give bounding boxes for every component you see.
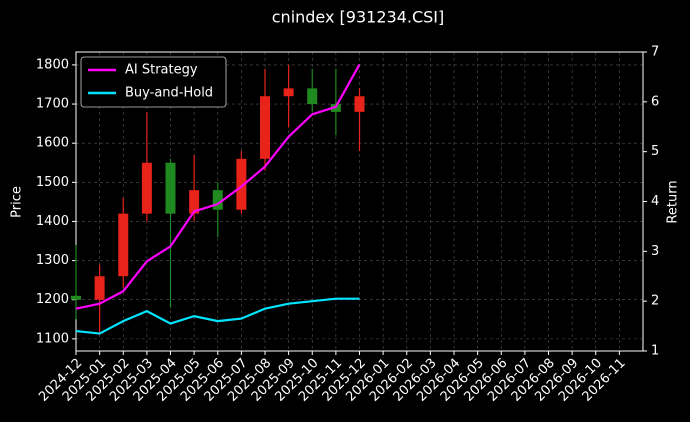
y2-tick-label: 3 xyxy=(651,244,659,259)
candle-body xyxy=(94,276,105,300)
candle-body xyxy=(236,158,247,210)
candle-body xyxy=(118,213,129,277)
chart-title: cnindex [931234.CSI] xyxy=(272,8,445,27)
y2-tick-label: 4 xyxy=(651,194,659,209)
y-tick-label: 1500 xyxy=(36,175,69,190)
candle-body xyxy=(283,88,294,97)
legend-label: Buy-and-Hold xyxy=(125,86,213,101)
candle-body xyxy=(260,96,270,159)
legend-box xyxy=(80,56,227,108)
y-tick-label: 1800 xyxy=(36,57,69,72)
y2-axis-label: Return xyxy=(666,180,681,223)
y-tick-label: 1200 xyxy=(36,292,69,307)
plot-frame xyxy=(75,51,644,352)
candle-body xyxy=(71,295,81,300)
y2-tick-label: 6 xyxy=(651,94,659,109)
y-tick-label: 1700 xyxy=(36,97,69,112)
y-axis-label: Price xyxy=(10,186,25,218)
return-line xyxy=(75,63,361,310)
y2-tick-label: 1 xyxy=(651,344,659,359)
y2-tick-label: 5 xyxy=(651,144,659,159)
y-tick-label: 1600 xyxy=(36,136,69,151)
candle-body xyxy=(189,190,200,214)
candle-body xyxy=(165,162,176,214)
return-line xyxy=(75,297,360,335)
y-tick-label: 1400 xyxy=(36,214,69,229)
candle-body xyxy=(354,96,365,112)
y2-tick-label: 7 xyxy=(651,45,659,60)
y-tick-label: 1300 xyxy=(36,253,69,268)
candle-body xyxy=(212,190,223,210)
candle-body xyxy=(307,88,318,105)
y-tick-label: 1100 xyxy=(36,331,69,346)
candle-body xyxy=(141,162,152,214)
y2-tick-label: 2 xyxy=(651,294,659,309)
legend-label: AI Strategy xyxy=(125,63,198,78)
